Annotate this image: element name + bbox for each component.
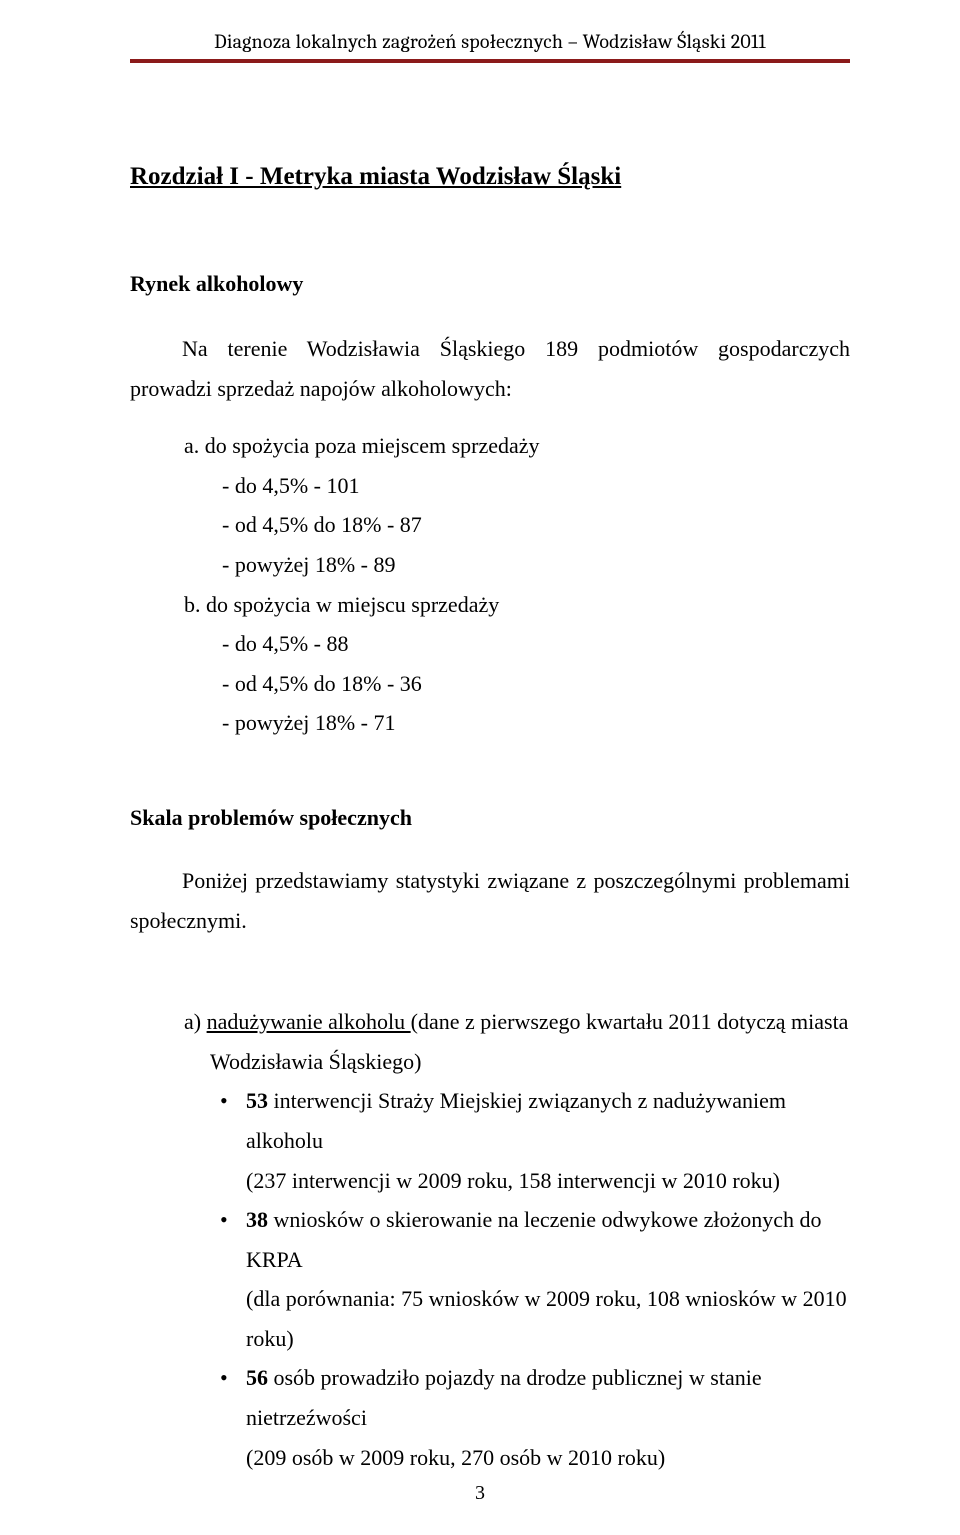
- page-number: 3: [0, 1482, 960, 1505]
- page-content: Diagnoza lokalnych zagrożeń społecznych …: [0, 0, 960, 1517]
- running-header: Diagnoza lokalnych zagrożeń społecznych …: [130, 30, 850, 53]
- list1-a-sub2: - od 4,5% do 18% - 87: [130, 505, 850, 545]
- section2-para: Poniżej przedstawiamy statystyki związan…: [130, 861, 850, 940]
- bullet-2-paren: (dla porównania: 75 wniosków w 2009 roku…: [246, 1279, 850, 1358]
- bullet-2: 38 wniosków o skierowanie na leczenie od…: [246, 1200, 850, 1358]
- list1-b-sub1: - do 4,5% - 88: [130, 624, 850, 664]
- bullet-2-rest: wniosków o skierowanie na leczenie odwyk…: [246, 1207, 822, 1272]
- chapter-title: Rozdział I - Metryka miasta Wodzisław Śl…: [130, 163, 850, 191]
- sub-a-head: a) nadużywanie alkoholu (dane z pierwsze…: [130, 1002, 850, 1042]
- section2-para-text: Poniżej przedstawiamy statystyki związan…: [130, 868, 850, 933]
- bullet-1-paren: (237 interwencji w 2009 roku, 158 interw…: [246, 1161, 850, 1201]
- sub-a-title-underlined: nadużywanie alkoholu: [207, 1009, 411, 1034]
- section1-list: a. do spożycia poza miejscem sprzedaży -…: [130, 426, 850, 743]
- list1-b-text: do spożycia w miejscu sprzedaży: [206, 592, 499, 617]
- list1-a-sub3: - powyżej 18% - 89: [130, 545, 850, 585]
- section1-heading: Rynek alkoholowy: [130, 271, 850, 297]
- list1-item-b: b. do spożycia w miejscu sprzedaży: [130, 585, 850, 625]
- bullet-1: 53 interwencji Straży Miejskiej związany…: [246, 1081, 850, 1200]
- list1-a-label: a.: [184, 433, 199, 458]
- bullet-3-rest: osób prowadziło pojazdy na drodze public…: [246, 1365, 762, 1430]
- sub-a-cont: Wodzisławia Śląskiego): [130, 1042, 850, 1082]
- list1-b-sub2: - od 4,5% do 18% - 36: [130, 664, 850, 704]
- header-rule: [130, 59, 850, 63]
- sub-a-title-rest: (dane z pierwszego kwartału 2011 dotyczą…: [411, 1009, 849, 1034]
- bullet-2-bold: 38: [246, 1207, 268, 1232]
- bullet-1-rest: interwencji Straży Miejskiej związanych …: [246, 1088, 786, 1153]
- list1-b-sub3: - powyżej 18% - 71: [130, 703, 850, 743]
- list1-a-text: do spożycia poza miejscem sprzedaży: [205, 433, 540, 458]
- list1-item-a: a. do spożycia poza miejscem sprzedaży: [130, 426, 850, 466]
- section2-sublist: a) nadużywanie alkoholu (dane z pierwsze…: [130, 1002, 850, 1477]
- bullet-3-paren: (209 osób w 2009 roku, 270 osób w 2010 r…: [246, 1438, 850, 1478]
- list1-a-sub1: - do 4,5% - 101: [130, 466, 850, 506]
- section1-lead: Na terenie Wodzisławia Śląskiego 189 pod…: [130, 329, 850, 408]
- bullet-3-bold: 56: [246, 1365, 268, 1390]
- list1-b-label: b.: [184, 592, 201, 617]
- sub-a-label: a): [184, 1009, 201, 1034]
- bullet-1-bold: 53: [246, 1088, 268, 1113]
- bullet-3: 56 osób prowadziło pojazdy na drodze pub…: [246, 1358, 850, 1477]
- bullets: 53 interwencji Straży Miejskiej związany…: [130, 1081, 850, 1477]
- section2-heading: Skala problemów społecznych: [130, 805, 850, 831]
